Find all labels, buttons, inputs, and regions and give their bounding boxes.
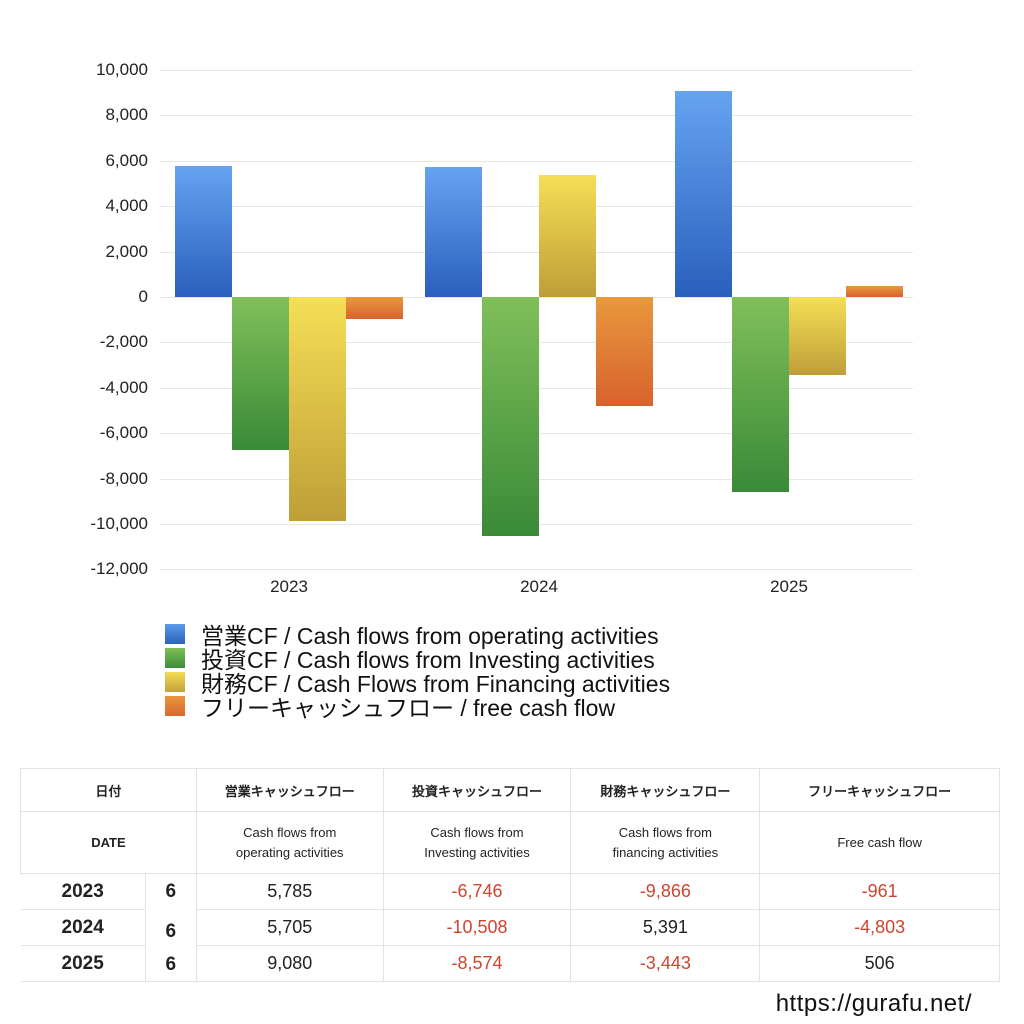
header-line: Cash flows from bbox=[430, 824, 524, 840]
cell-month: 6 6 6 bbox=[144, 873, 197, 982]
y-tick-label: -4,000 bbox=[99, 377, 148, 397]
y-tick-label: -6,000 bbox=[99, 423, 148, 443]
cell-free: -961 bbox=[759, 873, 1000, 910]
legend-item-financing: 財務CF / Cash Flows from Financing activit… bbox=[165, 670, 670, 697]
table-header-jp: 日付 営業キャッシュフロー 投資キャッシュフロー 財務キャッシュフロー フリーキ… bbox=[20, 768, 1000, 812]
legend-item-investing: 投資CF / Cash flows from Investing activit… bbox=[165, 646, 670, 673]
cell-year: 2024 bbox=[20, 909, 146, 946]
header-financing-jp: 財務キャッシュフロー bbox=[570, 768, 761, 812]
cell-investing: -6,746 bbox=[382, 873, 572, 910]
bar-2025-series-1 bbox=[732, 297, 789, 492]
gridline bbox=[160, 569, 913, 571]
bar-2024-series-0 bbox=[425, 167, 482, 297]
bar-2023-series-1 bbox=[232, 297, 289, 451]
x-tick-label: 2024 bbox=[520, 577, 558, 596]
bar-2024-series-3 bbox=[596, 297, 653, 407]
cell-operating: 5,785 bbox=[195, 873, 384, 910]
cell-operating: 5,705 bbox=[195, 909, 384, 946]
gridline bbox=[160, 160, 913, 162]
gridline bbox=[160, 70, 913, 71]
legend-item-free: フリーキャッシュフロー / free cash flow bbox=[165, 694, 670, 721]
cell-financing: 5,391 bbox=[570, 909, 761, 946]
header-line: Cash flows from bbox=[618, 824, 712, 840]
legend-swatch-blue bbox=[165, 624, 185, 644]
header-line: Cash flows from bbox=[243, 824, 337, 840]
y-tick-label: -2,000 bbox=[99, 332, 148, 352]
legend-label: 財務CF / Cash Flows from Financing activit… bbox=[201, 671, 671, 697]
header-operating-en: Cash flows from operating activities bbox=[195, 811, 384, 874]
cell-financing: -9,866 bbox=[570, 873, 761, 910]
y-tick-label: -8,000 bbox=[99, 468, 148, 488]
header-line: financing activities bbox=[612, 844, 719, 860]
gridline bbox=[160, 251, 913, 253]
x-tick-label: 2025 bbox=[770, 577, 808, 596]
table-header-en: DATE Cash flows from operating activities… bbox=[20, 811, 1000, 874]
month-value: 6 bbox=[165, 881, 177, 902]
bar-2025-series-3 bbox=[846, 285, 903, 297]
y-tick-label: 2,000 bbox=[105, 241, 148, 261]
header-free-jp: フリーキャッシュフロー bbox=[759, 768, 1000, 812]
cash-flow-table: 日付 営業キャッシュフロー 投資キャッシュフロー 財務キャッシュフロー フリーキ… bbox=[20, 768, 1000, 982]
header-date-jp: 日付 bbox=[20, 768, 197, 812]
y-tick-label: 4,000 bbox=[105, 196, 148, 216]
legend-swatch-green bbox=[165, 648, 185, 668]
y-tick-label: -10,000 bbox=[90, 514, 148, 533]
legend-label: 営業CF / Cash flows from operating activit… bbox=[201, 623, 659, 649]
y-tick-label: 0 bbox=[138, 287, 148, 306]
cell-financing: -3,443 bbox=[570, 945, 761, 982]
legend-swatch-orange bbox=[165, 696, 185, 716]
site-url: https://gurafu.net/ bbox=[775, 990, 972, 1017]
cell-free: 506 bbox=[759, 945, 1000, 982]
x-tick-label: 2023 bbox=[270, 577, 308, 596]
cell-year: 2025 bbox=[20, 945, 146, 982]
header-line: operating activities bbox=[235, 844, 344, 860]
header-investing-en: Cash flows from Investing activities bbox=[382, 811, 572, 874]
bar-2025-series-2 bbox=[789, 297, 846, 376]
header-operating-jp: 営業キャッシュフロー bbox=[195, 768, 384, 812]
y-tick-label: 8,000 bbox=[105, 105, 148, 125]
month-value: 6 bbox=[165, 921, 177, 942]
bar-2023-series-2 bbox=[289, 297, 346, 521]
table-row: 2025 9,080 -8,574 -3,443 506 bbox=[20, 945, 1000, 982]
legend-swatch-yellow bbox=[165, 672, 185, 692]
header-free-en: Free cash flow bbox=[759, 811, 1000, 874]
legend-label: 投資CF / Cash flows from Investing activit… bbox=[201, 647, 655, 673]
legend-label: フリーキャッシュフロー / free cash flow bbox=[201, 695, 616, 721]
chart-legend: 営業CF / Cash flows from operating activit… bbox=[165, 622, 670, 721]
y-tick-label: 10,000 bbox=[96, 60, 148, 79]
header-investing-jp: 投資キャッシュフロー bbox=[382, 768, 572, 812]
y-tick-label: 6,000 bbox=[105, 150, 148, 170]
table-row: 2023 6 6 6 5,785 -6,746 -9,866 -961 bbox=[20, 873, 1000, 982]
cell-free: -4,803 bbox=[759, 909, 1000, 946]
cell-year: 2023 bbox=[20, 873, 146, 910]
month-value: 6 bbox=[165, 954, 177, 975]
bar-2024-series-2 bbox=[539, 174, 596, 297]
gridline bbox=[160, 115, 913, 117]
cell-operating: 9,080 bbox=[195, 945, 384, 982]
cell-investing: -10,508 bbox=[382, 909, 572, 946]
cash-flow-bar-chart: 10,000 8,000 6,000 4,000 2,000 0 -2,000 -4,000 -… bbox=[90, 60, 913, 596]
y-tick-label: -12,000 bbox=[90, 559, 148, 579]
header-date-en: DATE bbox=[20, 811, 197, 874]
bar-2023-series-3 bbox=[346, 297, 403, 319]
legend-item-operating: 営業CF / Cash flows from operating activit… bbox=[165, 622, 670, 649]
gridline bbox=[160, 206, 913, 208]
header-financing-en: Cash flows from financing activities bbox=[570, 811, 761, 874]
bar-2025-series-0 bbox=[675, 90, 732, 297]
cell-investing: -8,574 bbox=[382, 945, 572, 982]
bar-2023-series-0 bbox=[175, 165, 232, 297]
header-line: Investing activities bbox=[424, 844, 530, 860]
bar-2024-series-1 bbox=[482, 297, 539, 536]
